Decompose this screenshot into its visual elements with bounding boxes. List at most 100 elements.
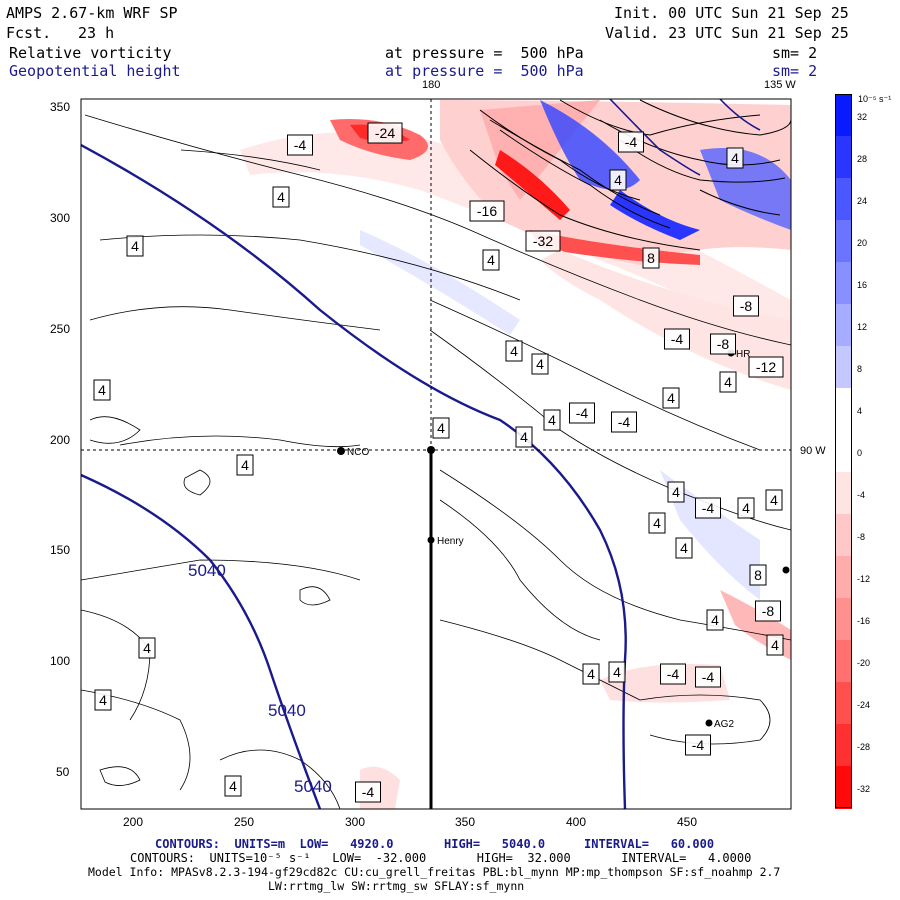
footer-height-contours: CONTOURS: UNITS=m LOW= 4920.0 — [155, 837, 394, 851]
footer-height-high: HIGH= 5040.0 — [444, 837, 546, 851]
svg-text:4: 4 — [731, 150, 739, 166]
colorbar-level-label: 12 — [857, 322, 868, 332]
colorbar-swatch — [835, 766, 852, 809]
x-tick-label: 250 — [234, 815, 255, 829]
lon-label-180: 180 — [422, 79, 441, 91]
vort-contour-label: 4 — [505, 340, 523, 362]
vort-contour-label: 4 — [608, 661, 626, 683]
vort-contour-label: 4 — [766, 634, 784, 656]
colorbar-swatch — [835, 514, 852, 557]
colorbar-swatch — [835, 178, 852, 221]
vort-contour-label: 4 — [432, 417, 450, 439]
vort-contour-label: -4 — [569, 402, 595, 424]
vort-patch-neg-2 — [495, 150, 570, 220]
svg-text:4: 4 — [587, 666, 595, 682]
colorbar-swatch — [835, 682, 852, 725]
vort-contour-label: 4 — [609, 169, 627, 191]
vort-contour-label: 4 — [726, 147, 744, 169]
field1-name: Relative vorticity — [9, 44, 172, 62]
svg-text:-4: -4 — [671, 331, 684, 347]
station-ag2-label: AG2 — [714, 719, 734, 730]
svg-text:4: 4 — [771, 637, 779, 653]
svg-text:4: 4 — [680, 540, 688, 556]
vort-contour-label: -4 — [695, 497, 721, 519]
field1-smoothing: sm= 2 — [772, 44, 818, 62]
vort-contour-label: -32 — [525, 230, 561, 252]
svg-text:-24: -24 — [375, 125, 395, 141]
footer-vort-contours: CONTOURS: UNITS=10⁻⁵ s⁻¹ LOW= -32.000 HI… — [130, 851, 752, 865]
vort-band-weak-pos-2 — [660, 470, 760, 600]
vort-contour-label: 4 — [648, 512, 666, 534]
y-tick-label: 50 — [56, 765, 70, 779]
svg-text:-4: -4 — [667, 666, 680, 682]
y-tick-label: 100 — [50, 654, 71, 668]
x-tick-label: 350 — [455, 815, 476, 829]
forecast-hour: 23 h — [78, 24, 115, 42]
y-tick-label: 300 — [50, 211, 71, 225]
svg-text:4: 4 — [667, 390, 675, 406]
colorbar-swatch — [835, 262, 852, 305]
height-contour-5040 — [81, 473, 322, 809]
svg-text:4: 4 — [510, 343, 518, 359]
lon-label-90w: 90 W — [800, 445, 826, 457]
colorbar-level-label: 8 — [857, 364, 863, 374]
colorbar-level-label: -12 — [857, 574, 871, 584]
vort-contour-label: -4 — [618, 131, 644, 153]
colorbar-swatch — [835, 136, 852, 179]
vort-contour-label: -4 — [611, 411, 637, 433]
station-nco-label: NCO — [347, 447, 369, 458]
svg-text:4: 4 — [277, 189, 285, 205]
vort-contour-label: 4 — [93, 379, 111, 401]
vort-contour-label: -4 — [287, 134, 313, 156]
forecast-label: Fcst. — [6, 24, 52, 42]
svg-text:4: 4 — [520, 429, 528, 445]
model-title: AMPS 2.67-km WRF SP — [6, 4, 178, 22]
station-ag2-marker — [705, 719, 713, 727]
colorbar-level-label: 28 — [857, 154, 868, 164]
vort-contour-label: 8 — [642, 247, 660, 269]
vort-contour-label: 4 — [515, 426, 533, 448]
vort-contour-label: -8 — [710, 333, 736, 355]
svg-text:-8: -8 — [740, 298, 753, 314]
colorbar-level-label: -32 — [857, 784, 871, 794]
colorbar-level-label: 16 — [857, 280, 868, 290]
map-frame — [80, 98, 792, 810]
colorbar-level-label: 0 — [857, 448, 863, 458]
vort-contour-label: 4 — [138, 637, 156, 659]
colorbar-swatch — [835, 556, 852, 599]
vort-contour-label: -4 — [685, 734, 711, 756]
field2-name: Geopotential height — [9, 62, 181, 80]
svg-text:-4: -4 — [702, 669, 715, 685]
y-tick-label: 250 — [50, 322, 71, 336]
vort-contour-label: 4 — [94, 689, 112, 711]
vort-contour-label: -8 — [733, 295, 759, 317]
colorbar-swatch — [835, 220, 852, 263]
x-tick-label: 300 — [345, 815, 366, 829]
vort-patch-pos-1 — [540, 100, 640, 190]
vort-contour-label: -4 — [664, 328, 690, 350]
colorbar-level-label: 4 — [857, 406, 863, 416]
colorbar-swatch — [835, 472, 852, 515]
svg-text:-32: -32 — [533, 233, 553, 249]
height-label-3: 5040 — [294, 777, 332, 796]
vort-contour-label: 4 — [662, 387, 680, 409]
colorbar-level-label: -4 — [857, 490, 866, 500]
svg-text:-12: -12 — [756, 359, 776, 375]
vort-contour-label: -8 — [755, 600, 781, 622]
x-tick-label: 450 — [677, 815, 698, 829]
vort-band-weak-pos — [360, 230, 520, 335]
colorbar-level-label: 32 — [857, 112, 868, 122]
svg-text:-16: -16 — [477, 203, 497, 219]
vort-contour-label: -12 — [748, 356, 784, 378]
field2-level: at pressure = 500 hPa — [385, 62, 584, 80]
colorbar-swatch — [835, 640, 852, 683]
station-center-marker — [427, 446, 435, 454]
vort-patch-pos-2 — [700, 148, 791, 230]
lon-label-135w: 135 W — [764, 79, 796, 91]
svg-text:-4: -4 — [576, 405, 589, 421]
vort-contour-label: 4 — [224, 775, 242, 797]
station-nco-marker — [337, 447, 345, 455]
x-tick-label: 200 — [123, 815, 144, 829]
